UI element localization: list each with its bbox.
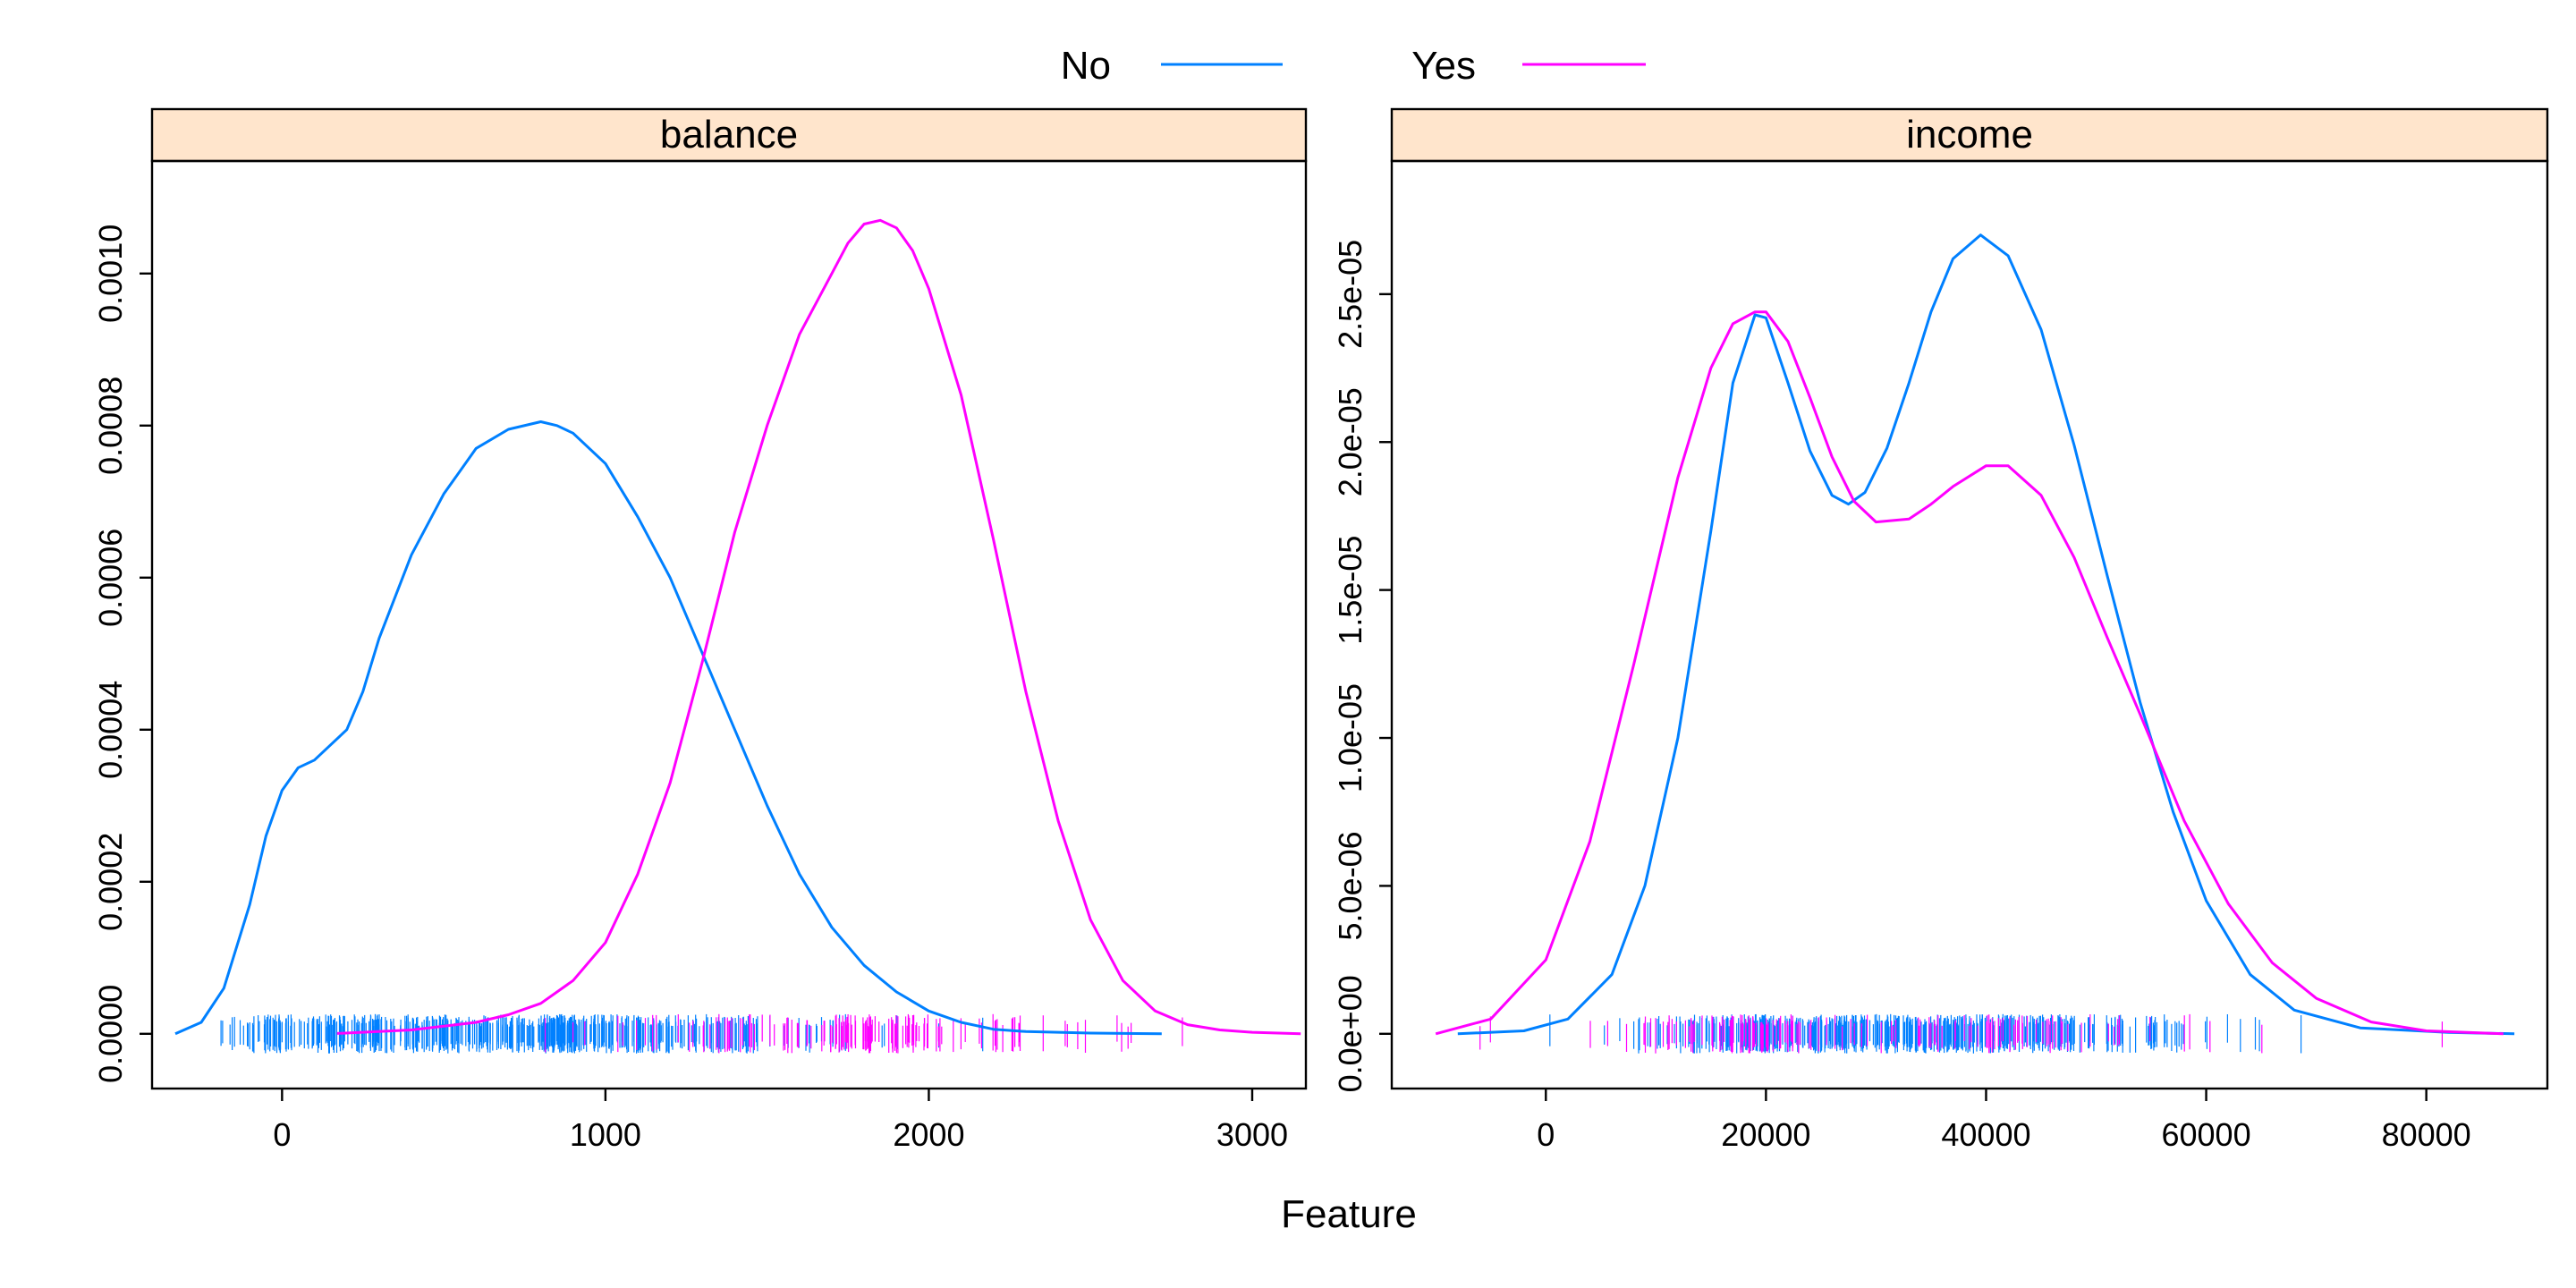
x-tick-label: 0 bbox=[1537, 1116, 1555, 1153]
y-axis-balance: 0.0000 0.0002 0.0004 0.0006 0.0008 0.0010 bbox=[92, 225, 152, 1083]
legend-label-no: No bbox=[1061, 44, 1111, 88]
density-line-no bbox=[1457, 233, 2515, 1036]
y-tick-label: 0.0006 bbox=[92, 529, 129, 627]
x-tick-label: 40000 bbox=[1941, 1116, 2030, 1153]
panel-frame-income bbox=[1390, 159, 2549, 1090]
x-tick-label: 1000 bbox=[570, 1116, 641, 1153]
panel-balance: balance 0 1000 2000 3000 0.0000 0.0002 0.0004… bbox=[92, 107, 1308, 1153]
density-line-yes bbox=[336, 218, 1301, 1036]
y-tick-label: 0.0002 bbox=[92, 833, 129, 931]
rug-income bbox=[1479, 1013, 2443, 1054]
x-tick-label: 20000 bbox=[1721, 1116, 1810, 1153]
legend: No Yes bbox=[1061, 44, 1646, 88]
x-tick-label: 60000 bbox=[2161, 1116, 2250, 1153]
legend-label-yes: Yes bbox=[1411, 44, 1476, 88]
y-tick-label: 0.0010 bbox=[92, 225, 129, 323]
x-axis-balance: 0 1000 2000 3000 bbox=[273, 1089, 1288, 1153]
y-tick-label: 1.5e-05 bbox=[1332, 536, 1368, 645]
x-tick-label: 80000 bbox=[2382, 1116, 2471, 1153]
y-tick-label: 0.0e+00 bbox=[1332, 975, 1368, 1092]
y-tick-label: 2.5e-05 bbox=[1332, 240, 1368, 349]
panel-frame-balance bbox=[150, 159, 1308, 1090]
y-tick-label: 1.0e-05 bbox=[1332, 683, 1368, 792]
y-tick-label: 0.0000 bbox=[92, 985, 129, 1083]
x-axis-income: 0 20000 40000 60000 80000 bbox=[1537, 1089, 2471, 1153]
y-axis-income: 0.0e+00 5.0e-06 1.0e-05 1.5e-05 2.0e-05 2.5e-… bbox=[1332, 240, 1392, 1092]
density-line-yes bbox=[1435, 310, 2504, 1036]
curves-income bbox=[1435, 233, 2515, 1036]
x-tick-label: 0 bbox=[273, 1116, 291, 1153]
strip-label-income: income bbox=[1906, 113, 2033, 157]
x-axis-title: Feature bbox=[1281, 1192, 1417, 1236]
panel-strip-balance bbox=[150, 107, 1308, 163]
rug-balance bbox=[220, 1013, 1183, 1054]
strip-label-balance: balance bbox=[660, 113, 798, 157]
y-tick-label: 2.0e-05 bbox=[1332, 387, 1368, 496]
panel-income: income 0 20000 40000 60000 80000 0.0e+00 5.0e… bbox=[1332, 107, 2549, 1153]
x-tick-label: 2000 bbox=[893, 1116, 964, 1153]
y-tick-label: 0.0008 bbox=[92, 377, 129, 475]
density-line-no bbox=[174, 420, 1162, 1036]
y-tick-label: 5.0e-06 bbox=[1332, 831, 1368, 940]
y-tick-label: 0.0004 bbox=[92, 681, 129, 779]
x-tick-label: 3000 bbox=[1216, 1116, 1288, 1153]
curves-balance bbox=[174, 218, 1301, 1036]
